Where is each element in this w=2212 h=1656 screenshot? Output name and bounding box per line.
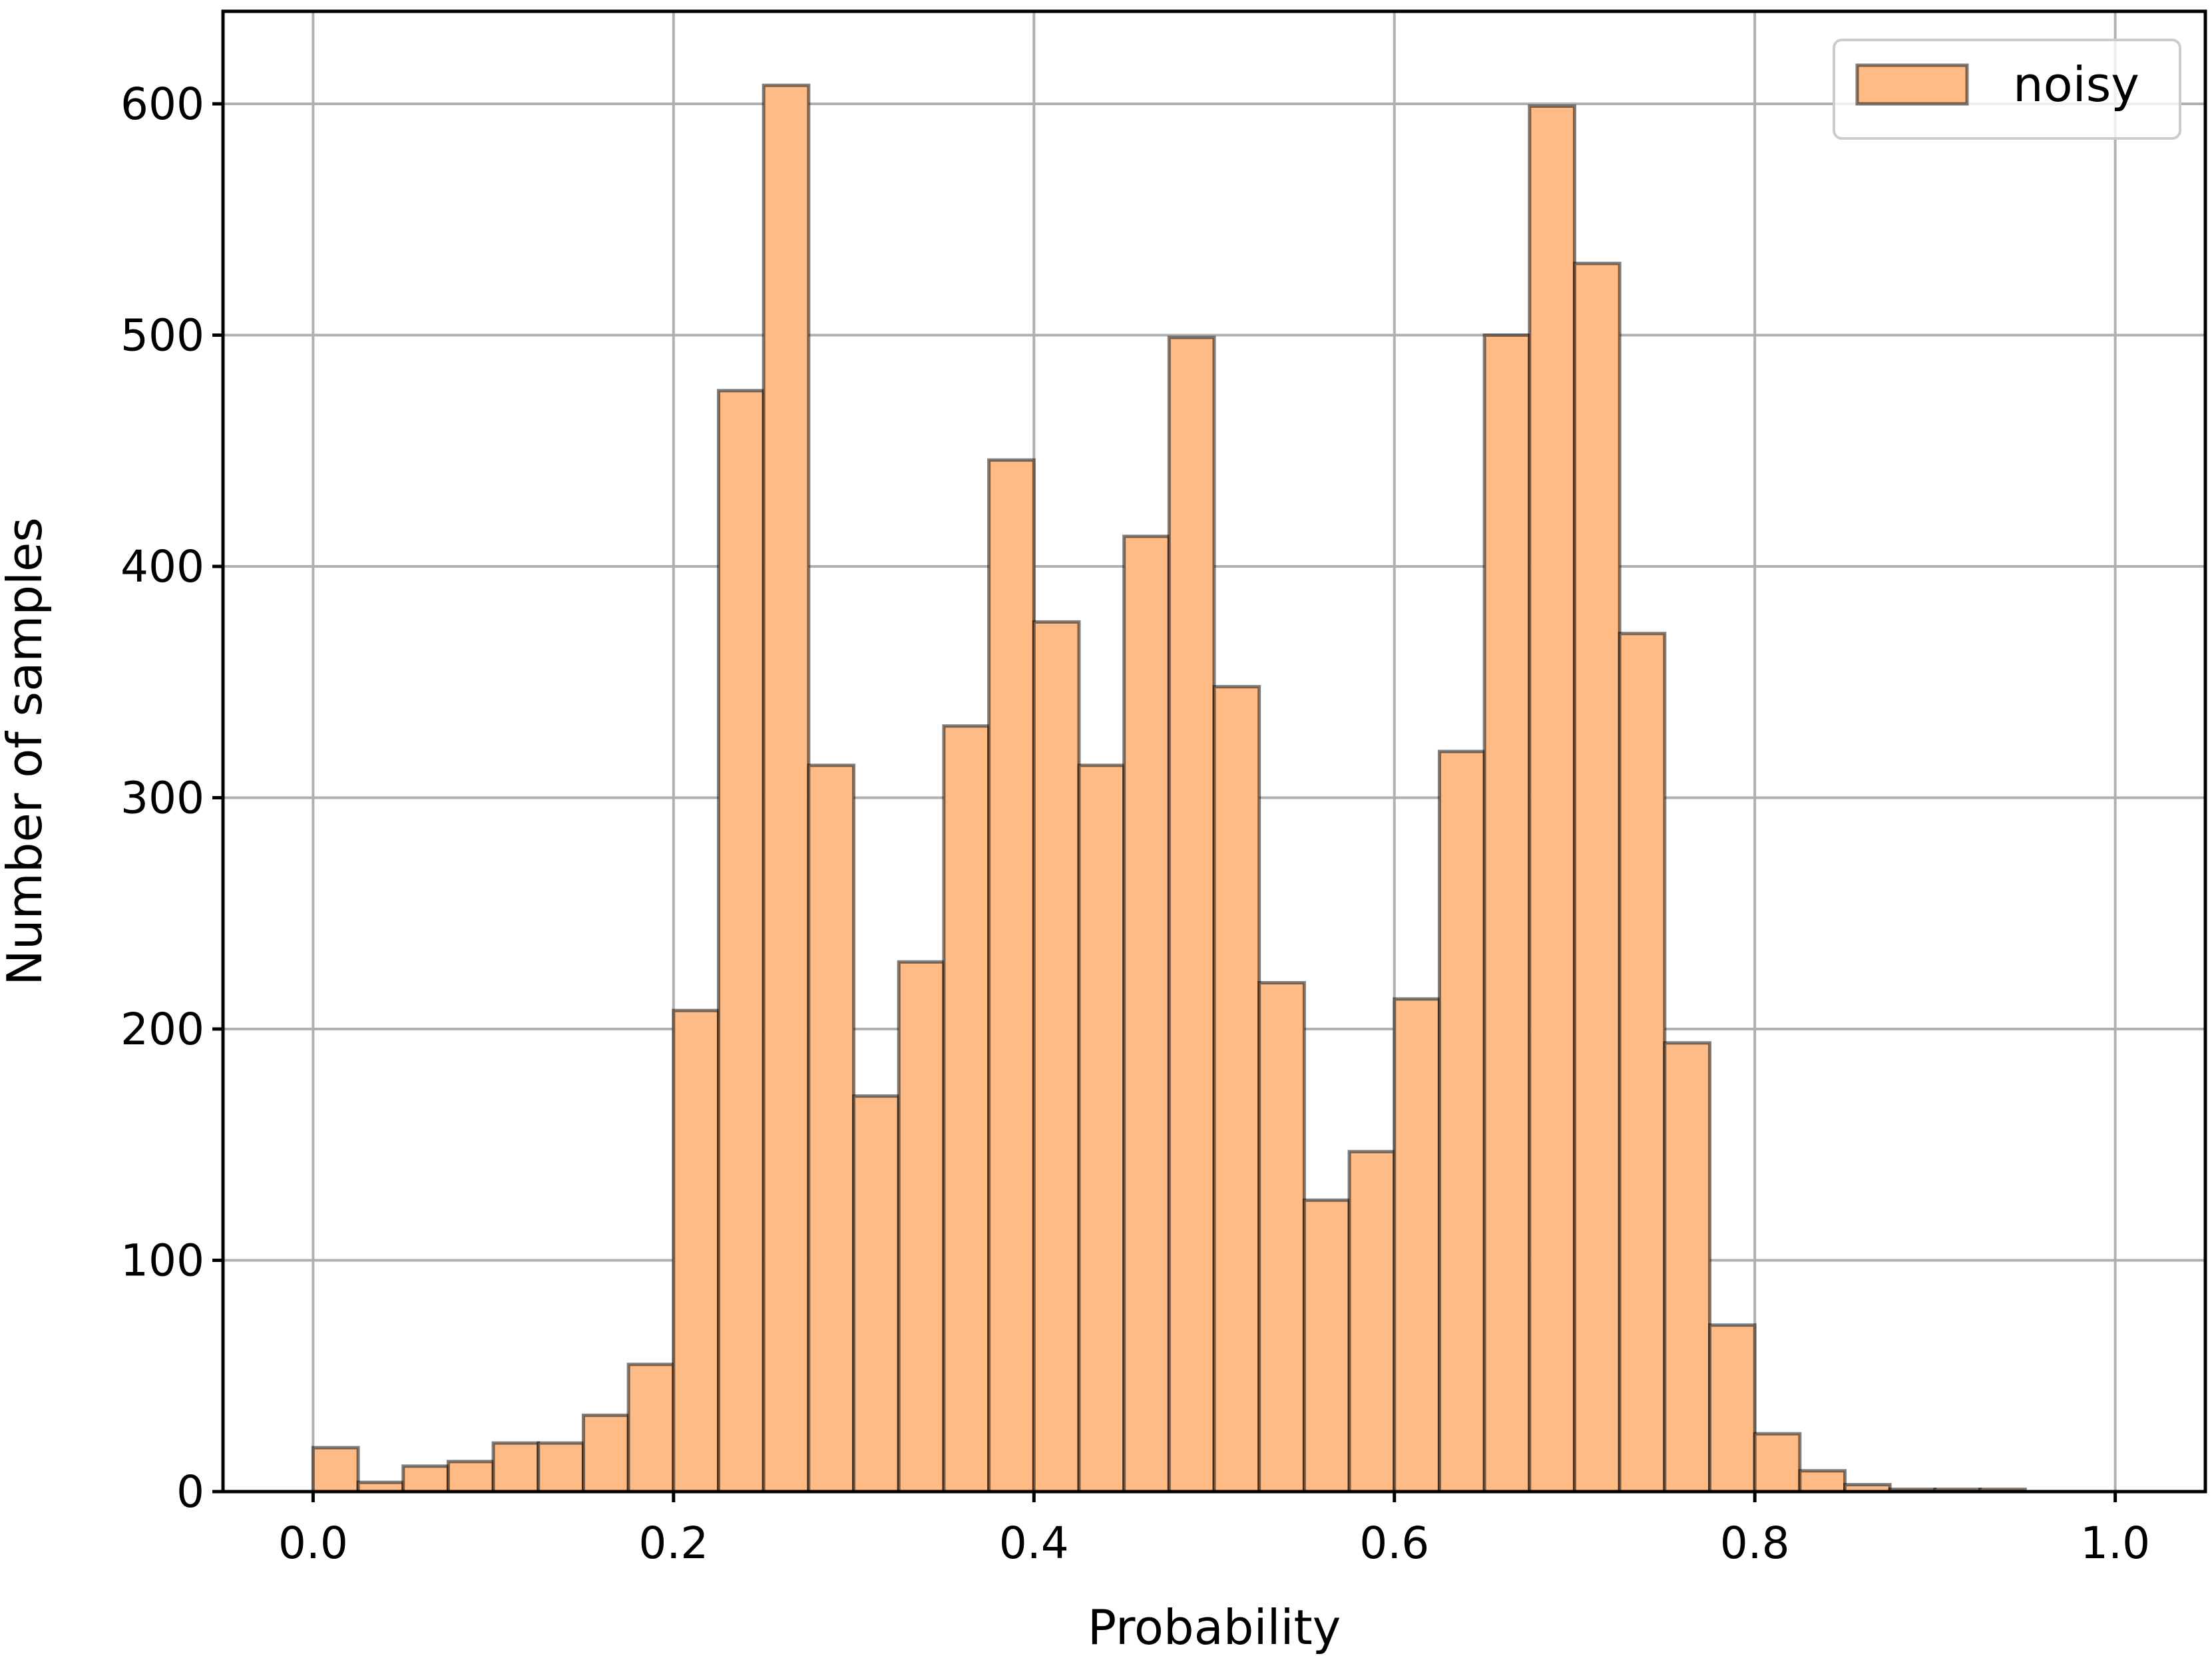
histogram-bar: [1212, 685, 1261, 1494]
histogram-bar: [1753, 1432, 1802, 1494]
histogram-bar: [897, 960, 946, 1494]
y-tick-label: 0: [176, 1466, 204, 1518]
plot-frame: [221, 9, 2207, 1494]
histogram-bar: [1618, 632, 1667, 1494]
x-axis-title: Probability: [1088, 1599, 1341, 1655]
histogram-bar: [537, 1441, 585, 1494]
legend: noisy: [1833, 39, 2181, 140]
x-tick-label: 0.0: [278, 1518, 348, 1569]
ticks: 0.0 0.2 0.4 0.6 0.8 1.0 0 100 200 300 400 500 600: [120, 79, 2150, 1569]
histogram-bar: [1663, 1041, 1711, 1494]
histogram-bar: [1572, 262, 1622, 1494]
histogram-bar: [762, 83, 811, 1494]
histogram-bar: [311, 1446, 360, 1494]
histogram-bar: [807, 763, 856, 1494]
y-tick-label: 500: [120, 310, 204, 361]
histogram-bar: [1302, 1198, 1351, 1494]
histogram-bar: [1077, 763, 1126, 1494]
histogram-bar: [1167, 335, 1216, 1494]
histogram-bar: [1798, 1469, 1847, 1494]
histogram-bar: [852, 1094, 901, 1494]
histogram-bar: [1437, 749, 1486, 1494]
x-tick-label: 0.2: [638, 1518, 708, 1569]
histogram-bar: [672, 1008, 720, 1494]
histogram-bar: [581, 1413, 630, 1494]
legend-swatch-noisy: [1855, 63, 1969, 106]
histogram-bar: [1122, 534, 1171, 1494]
histogram-bar: [717, 389, 766, 1494]
y-tick-label: 100: [120, 1235, 204, 1287]
x-tick-label: 1.0: [2080, 1518, 2150, 1569]
histogram-bar: [491, 1441, 541, 1494]
bars: [311, 83, 2027, 1494]
histogram-bar: [1528, 104, 1576, 1494]
histogram-bar: [446, 1460, 495, 1494]
x-tick-label: 0.4: [999, 1518, 1069, 1569]
histogram-bar: [401, 1464, 450, 1494]
histogram-bar: [1257, 981, 1306, 1494]
y-axis-title: Number of samples: [0, 517, 53, 986]
x-tick-label: 0.6: [1359, 1518, 1429, 1569]
histogram-bar: [987, 458, 1036, 1494]
y-tick-label: 400: [120, 541, 204, 592]
histogram-bar: [942, 724, 991, 1494]
histogram-bar: [1032, 620, 1081, 1494]
y-tick-label: 300: [120, 773, 204, 824]
histogram-bar: [626, 1362, 676, 1494]
y-tick-label: 600: [120, 79, 204, 130]
x-tick-label: 0.8: [1720, 1518, 1790, 1569]
y-tick-label: 200: [120, 1004, 204, 1055]
histogram-bar: [1347, 1149, 1397, 1494]
histogram-bar: [1708, 1323, 1757, 1494]
histogram-bar: [1482, 333, 1532, 1494]
histogram-bar: [1393, 997, 1441, 1494]
legend-label-noisy: noisy: [2013, 57, 2139, 112]
